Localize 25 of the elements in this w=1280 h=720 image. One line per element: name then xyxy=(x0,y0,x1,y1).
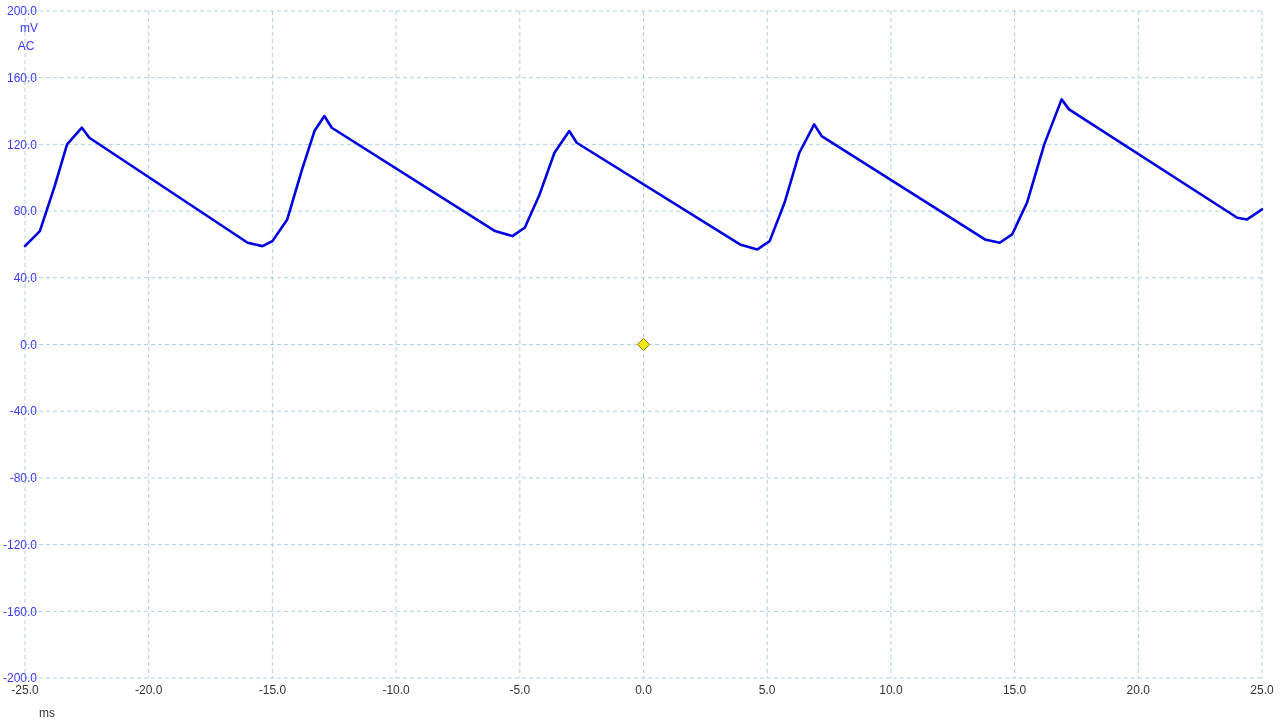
y-tick-label: 160.0 xyxy=(6,70,38,85)
x-tick-label: 0.0 xyxy=(635,683,653,697)
y-tick-label: 40.0 xyxy=(13,271,38,285)
x-tick-label: -25.0 xyxy=(11,683,39,697)
x-tick-label: 25.0 xyxy=(1250,683,1274,697)
y-tick-label: -120.0 xyxy=(2,537,38,552)
x-tick-label: -10.0 xyxy=(382,683,411,697)
x-tick-label: 20.0 xyxy=(1126,683,1151,697)
y-tick-label: -40.0 xyxy=(9,404,38,419)
x-tick-label: 15.0 xyxy=(1002,683,1027,697)
x-tick-label: -5.0 xyxy=(509,683,531,697)
y-tick-label: 80.0 xyxy=(13,204,38,219)
x-tick-label: 10.0 xyxy=(879,683,903,697)
y-tick-label: 0.0 xyxy=(20,337,38,352)
y-axis-title: mV xyxy=(20,21,38,35)
annotation: AC xyxy=(17,39,35,53)
y-tick-label: -200.0 xyxy=(2,671,38,686)
x-tick-label: 5.0 xyxy=(758,683,776,697)
y-tick-label: 120.0 xyxy=(6,137,38,152)
x-tick-label: -15.0 xyxy=(258,683,287,697)
y-tick-label: -80.0 xyxy=(9,471,38,486)
x-tick-label: -20.0 xyxy=(135,683,163,697)
y-tick-label: 200.0 xyxy=(6,4,38,19)
x-axis-title: ms xyxy=(39,706,55,720)
y-tick-label: -160.0 xyxy=(2,604,38,619)
